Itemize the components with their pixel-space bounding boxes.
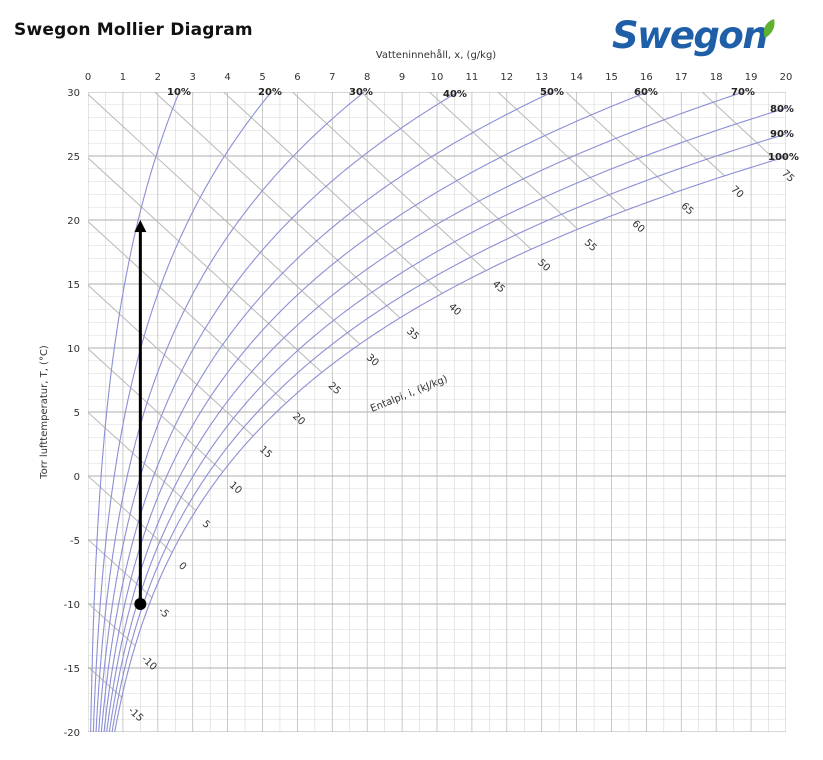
x-tick-label: 2 (155, 72, 161, 83)
x-tick-label: 7 (329, 72, 335, 83)
process-start-point (134, 598, 147, 610)
enthalpy-line (88, 348, 224, 473)
x-tick-label: 8 (364, 72, 370, 83)
rh-curve (92, 92, 272, 732)
y-tick-label: 20 (67, 216, 80, 227)
enthalpy-tick-label: 30 (364, 352, 381, 369)
x-tick-label: 20 (780, 72, 793, 83)
swegon-logo: Swegon (612, 14, 782, 64)
rh-curve (106, 92, 744, 732)
rh-curve (100, 92, 553, 732)
x-tick-label: 14 (570, 72, 583, 83)
enthalpy-tick-label: 10 (227, 480, 244, 497)
y-tick-label: 5 (74, 408, 80, 419)
x-tick-label: 13 (535, 72, 548, 83)
x-tick-label: 5 (259, 72, 265, 83)
enthalpy-line (88, 412, 197, 511)
x-tick-label: 19 (745, 72, 758, 83)
x-tick-label: 1 (120, 72, 126, 83)
rh-curve-label: 60% (634, 87, 658, 98)
enthalpy-line (428, 92, 579, 230)
enthalpy-line (497, 92, 627, 211)
rh-curve (108, 107, 786, 732)
x-tick-label: 17 (675, 72, 688, 83)
x-axis-title: Vatteninnehåll, x, (g/kg) (376, 48, 497, 61)
x-tick-label: 10 (431, 72, 444, 83)
rh-curve-label: 100% (768, 152, 799, 163)
y-tick-label: -5 (70, 536, 80, 547)
rh-curve-label: 20% (258, 87, 282, 98)
enthalpy-tick-label: 55 (582, 237, 599, 254)
y-tick-label: 0 (74, 472, 80, 483)
rh-curve (90, 92, 180, 732)
y-tick-label: 15 (67, 280, 80, 291)
x-tick-label: 12 (500, 72, 513, 83)
y-tick-label: 25 (67, 152, 80, 163)
rh-curve-label: 90% (770, 129, 794, 140)
enthalpy-tick-label: -10 (139, 654, 159, 673)
enthalpy-line (222, 92, 443, 294)
x-tick-label: 11 (466, 72, 479, 83)
rh-curve (111, 133, 786, 732)
enthalpy-line (88, 221, 287, 404)
enthalpy-tick-label: 75 (779, 168, 796, 185)
x-tick-label: 6 (294, 72, 300, 83)
enthalpy-line (291, 92, 487, 271)
enthalpy-tick-label: 40 (446, 301, 463, 318)
enthalpy-tick-label: 15 (257, 444, 274, 461)
x-tick-label: 18 (710, 72, 723, 83)
enthalpy-tick-label: 25 (326, 380, 343, 397)
y-tick-label: -10 (64, 600, 80, 611)
page-title: Swegon Mollier Diagram (14, 20, 253, 40)
rh-curve-label: 50% (540, 87, 564, 98)
enthalpy-line (88, 93, 361, 345)
x-tick-label: 9 (399, 72, 405, 83)
rh-curve (95, 92, 365, 732)
y-tick-label: 30 (67, 88, 80, 99)
rh-curve-label: 80% (770, 104, 794, 115)
x-tick-label: 3 (190, 72, 196, 83)
plot-area (88, 92, 786, 732)
leaf-icon (763, 19, 775, 38)
enthalpy-line (565, 92, 675, 194)
enthalpy-tick-label: 0 (176, 560, 188, 572)
enthalpy-tick-label: 20 (290, 411, 307, 428)
x-tick-label: 4 (224, 72, 230, 83)
rh-curve-label: 70% (731, 87, 755, 98)
y-tick-label: -15 (64, 664, 80, 675)
x-tick-label: 15 (605, 72, 618, 83)
enthalpy-tick-label: 70 (728, 184, 745, 201)
rh-curve (103, 92, 648, 732)
x-tick-label: 16 (640, 72, 653, 83)
rh-curve-label: 30% (349, 87, 373, 98)
logo-text: Swegon (612, 14, 769, 57)
enthalpy-tick-label: 35 (404, 326, 421, 343)
rh-curve (114, 156, 786, 732)
enthalpy-line (153, 92, 401, 319)
rh-curve-label: 10% (167, 87, 191, 98)
y-tick-label: 10 (67, 344, 80, 355)
rh-curve (98, 92, 459, 732)
y-tick-label: -20 (64, 728, 80, 739)
enthalpy-tick-label: 50 (535, 257, 552, 274)
x-tick-label: 0 (85, 72, 91, 83)
enthalpy-line (88, 284, 254, 437)
enthalpy-line (88, 157, 323, 373)
enthalpy-tick-label: 45 (490, 279, 507, 296)
y-axis-title: Torr lufttemperatur, T, (°C) (39, 345, 50, 480)
enthalpy-tick-label: -15 (126, 705, 146, 724)
rh-curve-label: 40% (443, 89, 467, 100)
process-arrow-head (134, 220, 147, 232)
